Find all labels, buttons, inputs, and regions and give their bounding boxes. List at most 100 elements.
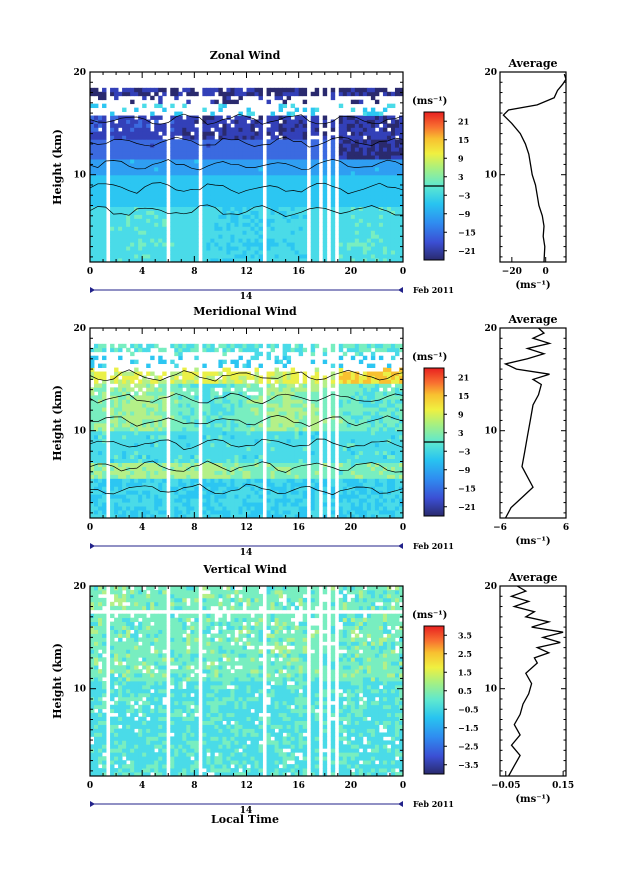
heatmap-cell <box>98 159 103 164</box>
heatmap-cell <box>386 190 392 196</box>
heatmap-cell <box>366 159 372 164</box>
heatmap-cell <box>286 210 292 215</box>
heatmap-cell <box>130 478 135 483</box>
heatmap-cell <box>242 490 247 495</box>
heatmap-cell <box>322 218 328 223</box>
heatmap-cell <box>290 403 296 408</box>
heatmap-cell <box>114 375 119 380</box>
heatmap-cell <box>134 450 139 456</box>
heatmap-cell <box>370 143 376 148</box>
heatmap-cell <box>290 506 296 511</box>
heatmap-cell <box>126 470 131 475</box>
heatmap-cell <box>134 434 139 440</box>
heatmap-cell <box>158 127 163 132</box>
heatmap-cell <box>126 131 131 136</box>
heatmap-cell <box>130 442 135 448</box>
heatmap-cell <box>238 127 243 132</box>
heatmap-cell <box>310 151 316 156</box>
heatmap-cell <box>94 167 99 172</box>
heatmap-cell <box>94 426 99 432</box>
heatmap-cell <box>146 415 151 420</box>
heatmap-cell <box>358 87 364 93</box>
heatmap-cell <box>218 107 223 112</box>
heatmap-cell <box>274 167 279 172</box>
heatmap-cell <box>182 198 187 204</box>
heatmap-cell <box>110 159 115 164</box>
heatmap-cell <box>274 367 279 372</box>
heatmap-cell <box>394 151 400 156</box>
heatmap-cell <box>290 127 296 132</box>
heatmap-cell <box>254 399 259 404</box>
heatmap-cell <box>246 167 251 172</box>
heatmap-cell <box>310 478 316 483</box>
heatmap-cell <box>174 170 179 176</box>
heatmap-cell <box>170 258 175 263</box>
heatmap-cell <box>126 502 131 507</box>
heatmap-cell <box>134 214 139 219</box>
heatmap-cell <box>94 242 99 247</box>
heatmap-cell <box>230 347 235 353</box>
heatmap-cell <box>290 490 296 495</box>
heatmap-cell <box>238 186 243 192</box>
heatmap-cell <box>154 494 159 499</box>
heatmap-cell <box>214 230 219 235</box>
heatmap-cell <box>286 446 292 452</box>
heatmap-cell <box>186 119 191 124</box>
heatmap-cell <box>238 411 243 416</box>
heatmap-cell <box>170 178 175 184</box>
heatmap-cell <box>218 442 223 448</box>
heatmap-cell <box>118 419 123 424</box>
heatmap-cell <box>354 210 360 215</box>
heatmap-cell <box>246 182 251 188</box>
heatmap-cell <box>158 206 163 211</box>
heatmap-cell <box>206 514 211 519</box>
heatmap-cell <box>250 87 255 93</box>
heatmap-cell <box>102 119 107 124</box>
heatmap-cell <box>374 250 380 255</box>
heatmap-cell <box>134 159 139 164</box>
heatmap-cell <box>178 194 183 200</box>
heatmap-cell <box>182 347 187 353</box>
heatmap-cell <box>226 95 231 101</box>
heatmap-cell <box>242 218 247 223</box>
heatmap-cell <box>314 87 320 93</box>
heatmap-cell <box>206 238 211 243</box>
heatmap-cell <box>206 387 211 392</box>
heatmap-cell <box>278 458 284 463</box>
heatmap-cell <box>302 186 308 192</box>
heatmap-cell <box>294 206 300 211</box>
heatmap-cell <box>206 202 211 207</box>
heatmap-cell <box>90 202 95 207</box>
heatmap-cell <box>150 506 155 511</box>
heatmap-cell <box>310 147 316 152</box>
heatmap-cell <box>222 214 227 219</box>
heatmap-cell <box>146 139 151 144</box>
heatmap-cell <box>282 426 288 432</box>
heatmap-cell <box>330 87 336 93</box>
heatmap-cell <box>130 127 135 132</box>
heatmap-cell <box>290 407 296 412</box>
heatmap-cell <box>138 498 143 503</box>
heatmap-cell <box>366 139 372 144</box>
heatmap-cell <box>250 462 255 467</box>
heatmap-cell <box>386 139 392 144</box>
heatmap-cell <box>158 446 163 452</box>
heatmap-cell <box>138 242 143 247</box>
heatmap-cell <box>362 131 368 136</box>
heatmap-cell <box>178 170 183 176</box>
heatmap-cell <box>382 119 388 124</box>
heatmap-cell <box>214 246 219 251</box>
heatmap-cell <box>342 190 348 196</box>
heatmap-cell <box>206 379 211 384</box>
heatmap-cell <box>130 470 135 475</box>
heatmap-cell <box>130 202 135 207</box>
heatmap-cell <box>266 151 271 156</box>
heatmap-cell <box>162 470 167 475</box>
heatmap-cell <box>190 379 195 384</box>
heatmap-cell <box>242 466 247 471</box>
heatmap-cell <box>226 254 231 259</box>
heatmap-cell <box>390 135 396 140</box>
heatmap-cell <box>162 379 167 384</box>
heatmap-cell <box>286 119 292 124</box>
heatmap-cell <box>374 99 380 105</box>
